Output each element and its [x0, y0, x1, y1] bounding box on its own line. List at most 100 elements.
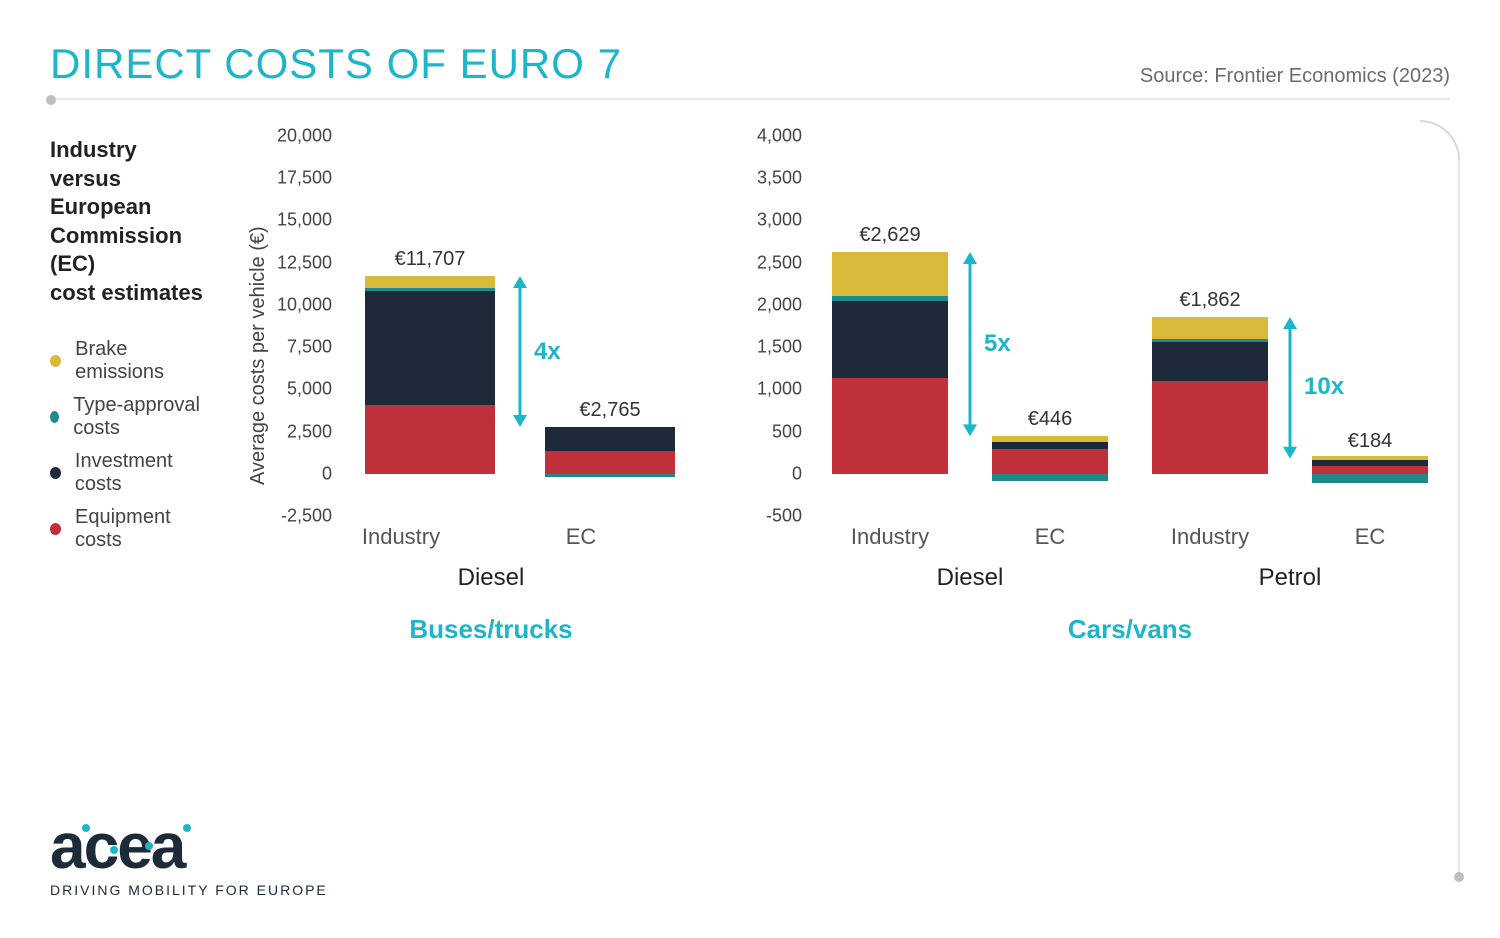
multiplier-label: 4x [534, 338, 561, 366]
x-label: EC [1290, 524, 1450, 550]
bar-segment [1152, 381, 1267, 474]
multiplier-arrow [510, 276, 530, 427]
legend-item: Brake emissions [50, 338, 211, 384]
group-label: Diesel [311, 564, 671, 592]
bar-slot: €11,707 [340, 136, 520, 516]
bar-total-label: €446 [992, 408, 1107, 431]
bar-segment [832, 296, 947, 301]
legend-label: Investment costs [75, 450, 211, 496]
bar-segment [365, 405, 495, 474]
legend-label: Brake emissions [75, 338, 211, 384]
multiplier-label: 10x [1304, 373, 1344, 401]
bar-total-label: €1,862 [1152, 289, 1267, 312]
bar-total-label: €184 [1312, 430, 1427, 453]
x-label: Industry [1130, 524, 1290, 550]
bar-segment [1312, 474, 1427, 483]
bar-segment [545, 474, 675, 477]
y-tick-label: 2,500 [757, 252, 802, 273]
legend-swatch [50, 411, 59, 423]
y-tick-label: 1,500 [757, 337, 802, 358]
bar-slot: €1,862 [1130, 136, 1290, 516]
bar-stack: €11,707 [365, 136, 495, 516]
bar-segment [832, 252, 947, 296]
group-label: Petrol [1130, 564, 1450, 592]
y-tick-label: 17,500 [277, 168, 332, 189]
bar-slot: €446 [970, 136, 1130, 516]
panel-title: Buses/trucks [311, 614, 671, 645]
multiplier-label: 5x [984, 330, 1011, 358]
subtitle-line: cost estimates [50, 280, 203, 305]
y-tick-label: 0 [322, 463, 332, 484]
y-tick-label: 500 [772, 421, 802, 442]
y-axis-label: Average costs per vehicle (€) [241, 136, 270, 516]
bar-total-label: €2,765 [545, 399, 675, 422]
legend-swatch [50, 523, 61, 535]
bars-row: €2,629 €446 €1,862 €184 [810, 136, 1450, 516]
y-tick-label: 5,000 [287, 379, 332, 400]
multiplier-arrow [1280, 317, 1300, 459]
decoration-side-line [1458, 160, 1460, 878]
group-label: Diesel [810, 564, 1130, 592]
subtitle-line: European Commission (EC) [50, 194, 182, 276]
charts-area: Average costs per vehicle (€)-2,50002,50… [241, 136, 1450, 645]
source-text: Source: Frontier Economics (2023) [1140, 65, 1450, 88]
header-divider [50, 98, 1450, 100]
bar-slot: €2,629 [810, 136, 970, 516]
legend-label: Type-approval costs [73, 394, 211, 440]
y-tick-label: 0 [792, 463, 802, 484]
panel-title: Cars/vans [810, 614, 1450, 645]
y-tick-label: 3,000 [757, 210, 802, 231]
x-label: EC [491, 524, 671, 550]
legend-item: Equipment costs [50, 506, 211, 552]
bar-segment [1312, 460, 1427, 466]
bar-slot: €2,765 [520, 136, 700, 516]
bar-stack: €2,629 [832, 136, 947, 516]
x-labels-row: IndustryECIndustryEC [810, 524, 1450, 550]
bar-total-label: €11,707 [365, 248, 495, 271]
y-tick-label: -500 [766, 506, 802, 527]
logo-tagline: DRIVING MOBILITY FOR EUROPE [50, 882, 328, 898]
bar-segment [1152, 317, 1267, 339]
legend-label: Equipment costs [75, 506, 211, 552]
plot-area: -50005001,0001,5002,0002,5003,0003,5004,… [810, 136, 1450, 516]
logo: acea DRIVING MOBILITY FOR EUROPE [50, 818, 328, 898]
subtitle: Industry versus European Commission (EC)… [50, 136, 211, 308]
legend-swatch [50, 467, 61, 479]
logo-wordmark: acea [50, 818, 328, 876]
subtitle-line: Industry versus [50, 137, 137, 191]
bar-total-label: €2,629 [832, 224, 947, 247]
legend-item: Type-approval costs [50, 394, 211, 440]
x-label: Industry [311, 524, 491, 550]
legend: Brake emissions Type-approval costs Invest… [50, 338, 211, 552]
page-title: DIRECT COSTS OF EURO 7 [50, 40, 622, 88]
x-label: Industry [810, 524, 970, 550]
legend-swatch [50, 355, 61, 367]
bar-stack: €446 [992, 136, 1107, 516]
y-tick-label: 3,500 [757, 168, 802, 189]
bar-segment [832, 301, 947, 379]
bar-segment [545, 451, 675, 474]
bar-segment [1152, 342, 1267, 381]
bar-segment [992, 449, 1107, 473]
y-tick-label: 4,000 [757, 126, 802, 147]
decoration-side-dot [1454, 872, 1464, 882]
y-tick-label: 20,000 [277, 126, 332, 147]
bar-segment [1152, 339, 1267, 342]
legend-item: Investment costs [50, 450, 211, 496]
chart-panel: Average costs per vehicle (€)-2,50002,50… [241, 136, 700, 645]
chart-panel: -50005001,0001,5002,0002,5003,0003,5004,… [740, 136, 1450, 645]
y-tick-label: 7,500 [287, 337, 332, 358]
y-tick-label: 1,000 [757, 379, 802, 400]
multiplier-arrow [960, 252, 980, 436]
y-tick-label: 15,000 [277, 210, 332, 231]
bar-segment [1312, 456, 1427, 460]
bar-segment [365, 291, 495, 404]
y-tick-label: 2,500 [287, 421, 332, 442]
bar-stack: €184 [1312, 136, 1427, 516]
bar-segment [365, 288, 495, 291]
bar-slot: €184 [1290, 136, 1450, 516]
bar-segment [832, 378, 947, 473]
y-tick-label: 2,000 [757, 294, 802, 315]
bar-segment [365, 276, 495, 288]
y-tick-label: 12,500 [277, 252, 332, 273]
